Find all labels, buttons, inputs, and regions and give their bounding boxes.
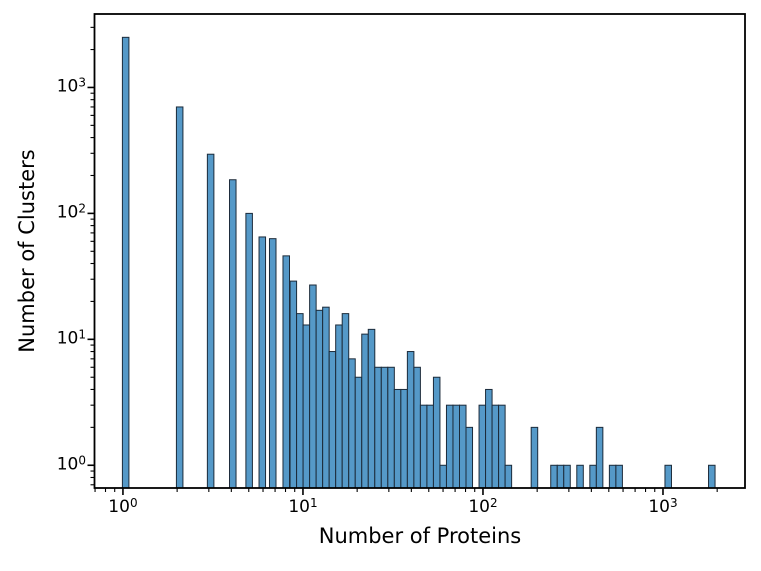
histogram-bar	[615, 464, 623, 489]
y-tick-label: 101	[56, 327, 86, 349]
histogram-bar	[121, 36, 130, 489]
y-tick-label: 100	[56, 453, 86, 475]
histogram-bar	[393, 388, 402, 489]
histogram-bar	[576, 464, 584, 489]
histogram-bar	[387, 366, 395, 489]
histogram-bar	[229, 179, 237, 489]
histogram-bar	[530, 426, 539, 489]
histogram-bar	[268, 238, 277, 489]
y-tick-label: 103	[56, 75, 86, 98]
histogram-bar	[175, 106, 184, 489]
histogram-bar	[309, 284, 317, 489]
histogram-bar	[258, 236, 267, 489]
histogram-bar	[348, 358, 356, 489]
histogram-bar	[439, 464, 447, 489]
x-tick-label: 103	[648, 495, 678, 517]
histogram-bar	[556, 464, 565, 489]
histogram-bar	[465, 426, 474, 489]
histogram-bar	[426, 404, 434, 489]
histogram-bar	[413, 366, 421, 489]
x-tick-label: 100	[108, 495, 138, 517]
y-tick-label: 102	[56, 201, 86, 224]
histogram-bar	[595, 426, 604, 489]
histogram-bar	[245, 212, 253, 489]
histogram-bar	[478, 404, 487, 489]
histogram-bar	[302, 324, 311, 489]
x-tick-label: 102	[468, 495, 498, 517]
histogram-bar	[432, 376, 441, 489]
histogram-bar	[400, 388, 408, 489]
y-axis-label: Number of Clusters	[15, 149, 39, 353]
histogram-bar	[708, 464, 716, 489]
histogram-bar	[282, 255, 291, 489]
histogram-bar	[322, 306, 330, 489]
histogram-bar	[328, 351, 337, 489]
histogram-bar	[589, 464, 597, 489]
histogram-bar	[289, 280, 298, 489]
histogram-bar	[380, 366, 389, 489]
histogram-bar	[664, 464, 672, 489]
histogram-bar	[296, 313, 304, 489]
x-tick-label: 101	[288, 495, 318, 517]
histogram-bar	[367, 328, 376, 489]
histogram-bar	[406, 351, 415, 489]
histogram-bar	[419, 404, 428, 489]
histogram-bar	[374, 366, 382, 489]
histogram-bar	[491, 404, 500, 489]
histogram-bar	[361, 333, 369, 489]
histogram-bar	[315, 309, 324, 489]
histogram-bar	[452, 404, 461, 489]
histogram-bar	[504, 464, 513, 489]
histogram-bar	[335, 324, 343, 489]
histogram-bar	[354, 376, 363, 489]
histogram-bar	[459, 404, 467, 489]
histogram-bar	[550, 464, 558, 489]
histogram-bar	[608, 464, 617, 489]
x-axis-label: Number of Proteins	[318, 524, 522, 548]
histogram-bar	[498, 404, 506, 489]
histogram-bar	[485, 388, 493, 489]
histogram-bar	[563, 464, 571, 489]
histogram-bar	[206, 153, 215, 489]
histogram-bar	[445, 404, 454, 489]
plot-frame	[93, 13, 746, 489]
histogram-bar	[341, 313, 350, 489]
